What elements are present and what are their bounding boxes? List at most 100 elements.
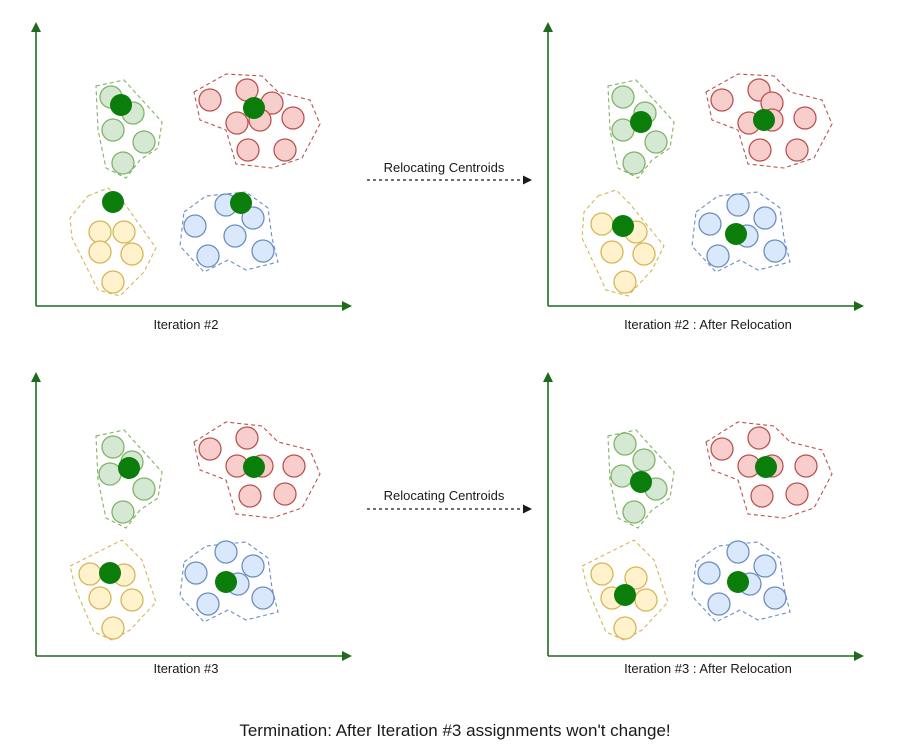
data-point	[223, 224, 247, 248]
data-point	[88, 220, 112, 244]
data-point	[88, 240, 112, 264]
data-point	[241, 554, 265, 578]
data-point	[214, 540, 238, 564]
data-point	[132, 477, 156, 501]
panel-caption: Iteration #2	[153, 317, 218, 332]
centroid	[243, 456, 265, 478]
data-point	[634, 588, 658, 612]
data-point	[236, 138, 260, 162]
data-point	[763, 239, 787, 263]
data-point	[785, 482, 809, 506]
data-point	[622, 151, 646, 175]
panel-iteration-3-after-relocation: Iteration #3 : After Relocation	[543, 372, 864, 676]
data-point	[610, 464, 634, 488]
data-point	[101, 435, 125, 459]
cluster-boundary	[95, 429, 163, 529]
cluster-red	[705, 421, 833, 519]
data-point	[644, 130, 668, 154]
data-point	[622, 500, 646, 524]
cluster-blue	[691, 540, 791, 623]
panel-iteration-2: Iteration #2	[31, 22, 352, 332]
cluster-yellow	[69, 187, 157, 297]
data-point	[590, 562, 614, 586]
data-point	[747, 426, 771, 450]
data-point	[184, 561, 208, 585]
data-point	[120, 588, 144, 612]
cluster-boundary	[705, 421, 833, 519]
data-point	[101, 616, 125, 640]
cluster-boundary	[691, 541, 791, 623]
data-point	[78, 562, 102, 586]
centroid	[243, 97, 265, 119]
data-point	[98, 462, 122, 486]
cluster-yellow	[581, 189, 665, 297]
panel-iteration-2-after-relocation: Iteration #2 : After Relocation	[543, 22, 864, 332]
cluster-red	[705, 73, 833, 169]
cluster-boundary	[193, 73, 321, 169]
data-point	[590, 212, 614, 236]
centroid	[630, 111, 652, 133]
cluster-boundary	[691, 191, 791, 273]
cluster-green	[95, 79, 163, 179]
data-point	[726, 193, 750, 217]
transition-arrow-bottom: Relocating Centroids	[367, 488, 532, 514]
data-point	[111, 500, 135, 524]
data-point	[101, 118, 125, 142]
data-point	[632, 448, 656, 472]
data-point	[238, 484, 262, 508]
cluster-boundary	[607, 429, 675, 529]
panel-iteration-3: Iteration #3	[31, 372, 352, 676]
data-point	[273, 482, 297, 506]
data-point	[710, 88, 734, 112]
data-point	[753, 206, 777, 230]
centroid	[725, 223, 747, 245]
data-point	[112, 220, 136, 244]
cluster-boundary	[193, 421, 321, 519]
transition-arrow-top: Relocating Centroids	[367, 160, 532, 185]
data-point	[183, 214, 207, 238]
cluster-blue	[179, 540, 279, 623]
data-point	[624, 566, 648, 590]
data-point	[753, 554, 777, 578]
cluster-boundary	[95, 79, 163, 179]
data-point	[600, 240, 624, 264]
data-point	[88, 586, 112, 610]
data-point	[706, 244, 730, 268]
data-point	[241, 206, 265, 230]
data-point	[710, 437, 734, 461]
data-point	[697, 561, 721, 585]
data-point	[196, 592, 220, 616]
data-point	[793, 106, 817, 130]
cluster-boundary	[705, 73, 833, 169]
cluster-boundary	[607, 79, 675, 179]
data-point	[613, 616, 637, 640]
data-point	[726, 540, 750, 564]
data-point	[235, 426, 259, 450]
centroid	[755, 456, 777, 478]
cluster-boundary	[69, 539, 157, 641]
data-point	[251, 586, 275, 610]
data-point	[282, 454, 306, 478]
cluster-blue	[179, 191, 279, 273]
termination-note: Termination: After Iteration #3 assignme…	[239, 721, 670, 740]
data-point	[251, 239, 275, 263]
data-point	[198, 88, 222, 112]
data-point	[613, 432, 637, 456]
data-point	[198, 437, 222, 461]
data-point	[748, 138, 772, 162]
cluster-yellow	[581, 539, 669, 641]
centroid	[102, 191, 124, 213]
centroid	[727, 571, 749, 593]
data-point	[111, 151, 135, 175]
data-point	[763, 586, 787, 610]
centroid	[215, 571, 237, 593]
cluster-boundary	[581, 189, 665, 297]
cluster-boundary	[179, 541, 279, 623]
panel-caption: Iteration #3	[153, 661, 218, 676]
cluster-blue	[691, 191, 791, 273]
centroid	[630, 471, 652, 493]
centroid	[230, 192, 252, 214]
cluster-green	[95, 429, 163, 529]
centroid	[612, 215, 634, 237]
